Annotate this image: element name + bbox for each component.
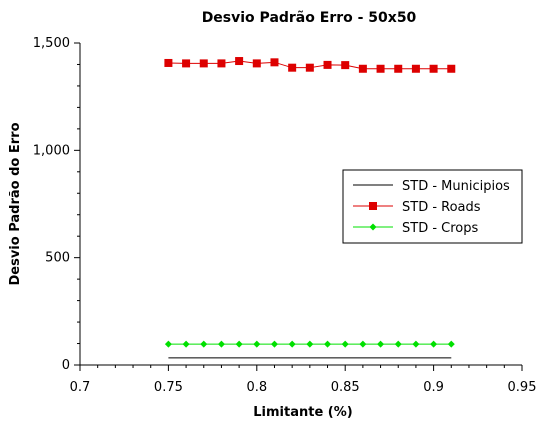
data-point-std-roads (252, 59, 261, 68)
legend-marker-std-roads (369, 202, 377, 210)
data-point-std-roads (411, 64, 420, 73)
data-point-std-roads (447, 64, 456, 73)
data-point-std-roads (394, 64, 403, 73)
data-point-std-roads (199, 59, 208, 68)
data-point-std-crops (217, 340, 225, 348)
series-layer (164, 57, 456, 359)
x-tick-label: 0.95 (508, 380, 537, 395)
y-tick-label: 1,500 (33, 36, 70, 51)
data-point-std-roads (358, 64, 367, 73)
series-std-roads (164, 57, 456, 73)
data-point-std-roads (182, 59, 191, 68)
legend-marker-std-crops (369, 223, 377, 231)
x-tick-label: 0.9 (423, 380, 444, 395)
legend-label-std-roads: STD - Roads (402, 200, 481, 215)
x-tick-label: 0.75 (154, 380, 183, 395)
series-std-crops (164, 340, 455, 348)
data-point-std-crops (412, 340, 420, 348)
chart-title: Desvio Padrão Erro - 50x50 (202, 10, 417, 26)
data-point-std-crops (377, 340, 385, 348)
data-point-std-crops (447, 340, 455, 348)
data-point-std-roads (305, 63, 314, 72)
data-point-std-crops (200, 340, 208, 348)
data-point-std-crops (306, 340, 314, 348)
y-axis-label: Desvio Padrão do Erro (8, 122, 23, 285)
y-tick-label: 1,000 (33, 143, 70, 158)
data-point-std-crops (324, 340, 332, 348)
x-tick-label: 0.7 (70, 380, 91, 395)
x-axis-label: Limitante (%) (253, 405, 352, 420)
x-tick-label: 0.8 (246, 380, 267, 395)
data-point-std-crops (235, 340, 243, 348)
data-point-std-crops (182, 340, 190, 348)
data-point-std-crops (341, 340, 349, 348)
data-point-std-roads (270, 58, 279, 67)
data-point-std-roads (429, 64, 438, 73)
y-tick-label: 500 (45, 251, 70, 266)
data-point-std-crops (164, 340, 172, 348)
data-point-std-crops (253, 340, 261, 348)
data-point-std-roads (376, 64, 385, 73)
axes: 0 500 1,000 1,500 0.7 0.75 0.8 0.85 0.9 0.95 (33, 36, 537, 395)
x-tick-label: 0.85 (331, 380, 360, 395)
data-point-std-roads (323, 60, 332, 69)
data-point-std-crops (359, 340, 367, 348)
data-point-std-roads (288, 63, 297, 72)
data-point-std-crops (394, 340, 402, 348)
data-point-std-roads (164, 58, 173, 67)
data-point-std-roads (341, 61, 350, 70)
legend: STD - Municipios STD - Roads STD - Crops (342, 169, 523, 244)
data-point-std-roads (235, 57, 244, 66)
data-point-std-crops (430, 340, 438, 348)
data-point-std-crops (288, 340, 296, 348)
y-tick-label: 0 (62, 358, 70, 373)
legend-label-std-municipios: STD - Municipios (402, 179, 510, 194)
data-point-std-crops (270, 340, 278, 348)
data-point-std-roads (217, 59, 226, 68)
legend-label-std-crops: STD - Crops (402, 221, 479, 236)
